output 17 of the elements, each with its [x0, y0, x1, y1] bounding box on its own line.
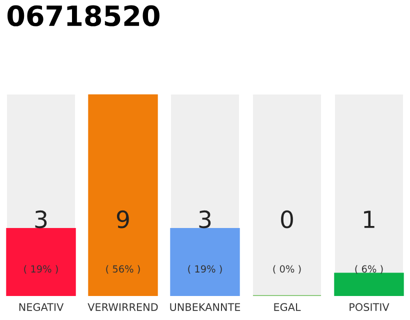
x-tick-label: VERWIRREND	[88, 303, 158, 311]
bar	[334, 272, 404, 296]
chart-title: 06718520	[7, 5, 160, 26]
data-label: 1	[364, 210, 374, 228]
data-label: 0	[281, 210, 293, 228]
annotation: ( 6% )	[355, 265, 383, 274]
x-tick-label: UNBEKANNTE	[170, 303, 240, 312]
data-label: 9	[116, 210, 129, 228]
x-tick-label: POSITIV	[350, 303, 390, 312]
annotation: ( 56% )	[106, 265, 140, 274]
data-label: 3	[199, 210, 211, 228]
annotation: ( 19% )	[188, 265, 222, 274]
annotation: ( 19% )	[24, 265, 58, 274]
annotation: ( 0% )	[273, 265, 301, 274]
data-label: 3	[35, 210, 47, 228]
x-tick-label: EGAL	[274, 303, 301, 312]
x-tick-label: NEGATIV	[19, 303, 64, 312]
